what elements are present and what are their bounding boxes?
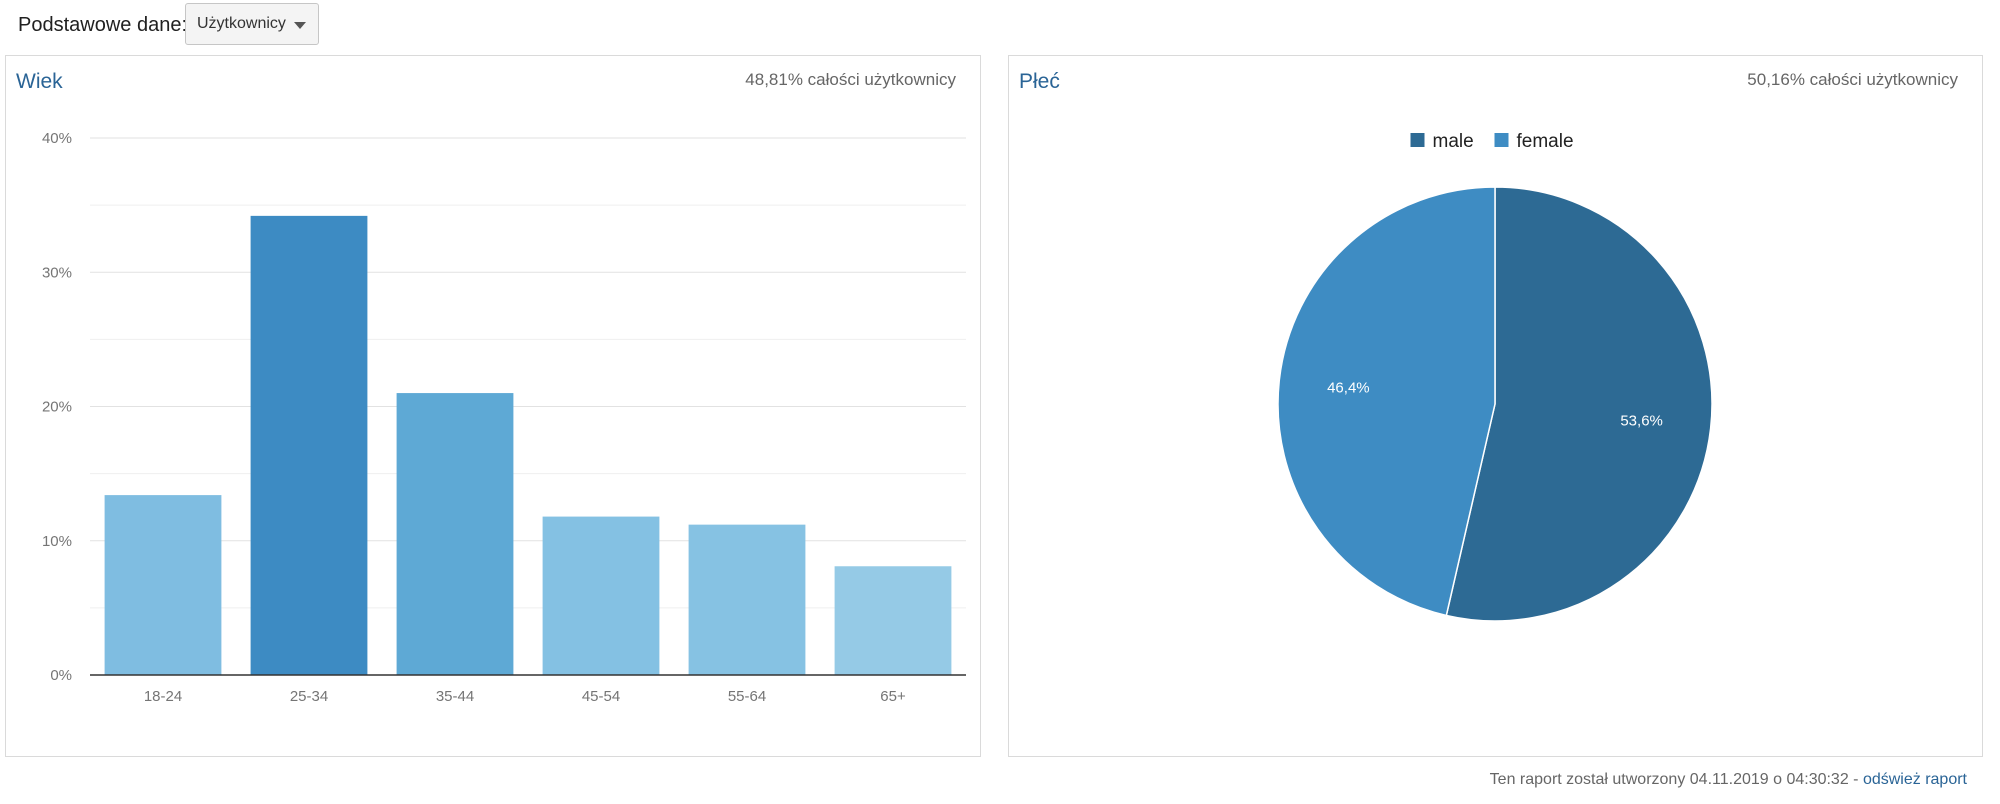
x-tick-label: 55-64 [728, 688, 766, 705]
x-tick-label: 45-54 [582, 688, 620, 705]
y-tick-label: 40% [42, 130, 72, 147]
x-tick-label: 35-44 [436, 688, 474, 705]
bar-55-64 [688, 524, 806, 675]
age-card-title: Wiek [16, 70, 63, 93]
y-tick-label: 0% [50, 667, 72, 684]
legend-swatch-male [1410, 133, 1425, 147]
top-bar: Podstawowe dane: Użytkownicy [0, 0, 2000, 54]
gender-card-title: Płeć [1019, 70, 1060, 93]
gender-card: Płeć 50,16% całości użytkownicy 53,6% 46,… [1008, 55, 1983, 757]
legend-label-female: female [1517, 131, 1574, 152]
bar-45-54 [542, 516, 660, 675]
bar-35-44 [396, 393, 514, 675]
x-tick-label: 25-34 [290, 688, 328, 705]
pie-slice-label: 53,6% [1620, 413, 1663, 430]
age-card-share: 48,81% całości użytkownicy [745, 70, 956, 89]
metric-select[interactable]: Użytkownicy [185, 3, 319, 45]
primary-dimension-label: Podstawowe dane: [18, 14, 188, 36]
legend-label-male: male [1433, 131, 1474, 152]
pie-slice-label: 46,4% [1327, 379, 1370, 396]
age-bar-chart: 0% 10% 20% 30% 40% 18-24 25-34 35-44 45-54 55-64 6… [42, 130, 966, 705]
y-tick-label: 20% [42, 399, 72, 416]
gender-card-share: 50,16% całości użytkownicy [1747, 70, 1958, 89]
x-tick-label: 18-24 [144, 688, 182, 705]
bar-65-plus [834, 566, 952, 675]
report-footer: Ten raport został utworzony 04.11.2019 o… [1490, 770, 1967, 790]
pie-slice-male [1445, 186, 1713, 622]
age-card: Wiek 48,81% całości użytkownicy 0% 10% 20%… [5, 55, 981, 757]
chevron-down-icon [294, 22, 306, 29]
x-tick-label: 65+ [880, 688, 906, 705]
legend-swatch-female [1494, 133, 1509, 147]
y-tick-label: 10% [42, 533, 72, 550]
report-timestamp: Ten raport został utworzony 04.11.2019 o… [1489, 771, 1863, 788]
y-tick-label: 30% [42, 264, 72, 281]
bar-18-24 [104, 495, 222, 675]
pie-slice-female [1277, 186, 1496, 617]
refresh-report-link[interactable]: odśwież raport [1862, 771, 1967, 788]
metric-select-value: Użytkownicy [197, 15, 286, 32]
gender-pie-chart: 53,6% 46,4% male female [1277, 131, 1713, 622]
bar-25-34 [250, 215, 368, 676]
